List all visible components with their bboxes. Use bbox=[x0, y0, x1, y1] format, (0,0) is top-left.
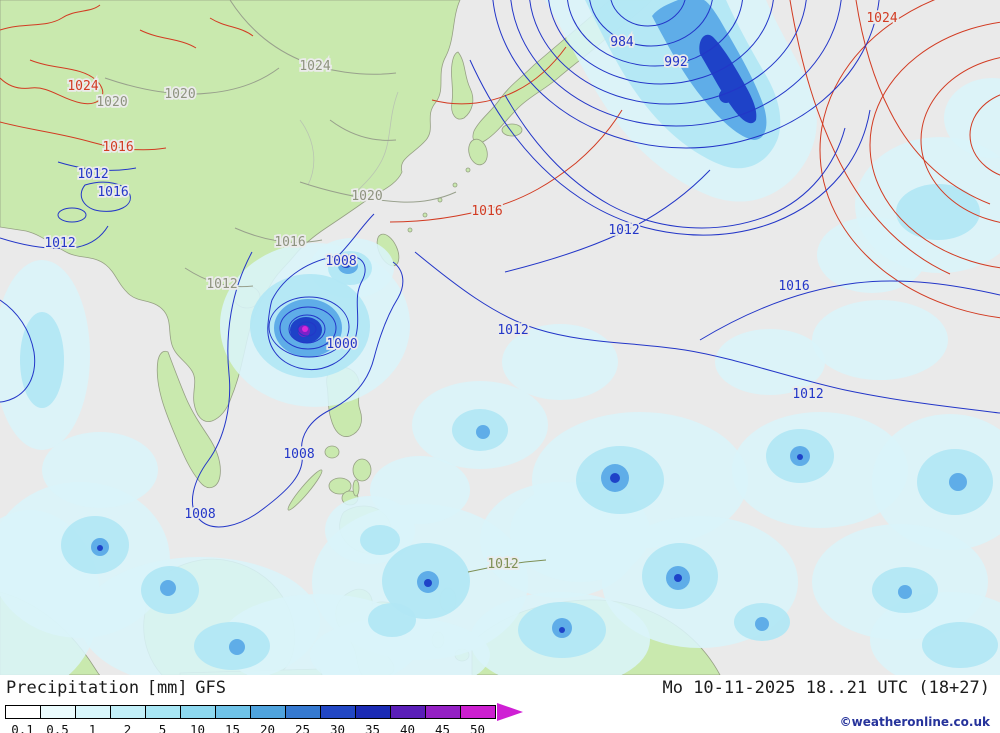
legend-segment bbox=[111, 706, 146, 718]
legend-tick-label: 45 bbox=[434, 722, 451, 733]
map-area: 1024 984 992 1024 1020 1024 1020 1016 1012 1016 10… bbox=[0, 0, 1000, 675]
legend-tick-label: 30 bbox=[329, 722, 346, 733]
isobar-label: 1016 bbox=[471, 204, 502, 219]
legend-segment bbox=[6, 706, 41, 718]
legend-segment bbox=[426, 706, 461, 718]
product-name: Precipitation bbox=[6, 678, 140, 698]
isobar-label: 1012 bbox=[44, 236, 75, 251]
isobar-contours-blue bbox=[0, 0, 1000, 528]
legend-segment bbox=[391, 706, 426, 718]
isobar-label: 1012 bbox=[206, 277, 237, 292]
isobar-label: 1008 bbox=[184, 507, 215, 522]
legend-tick-label: 1 bbox=[88, 722, 97, 733]
legend-tick-label: 15 bbox=[224, 722, 241, 733]
legend-segment bbox=[146, 706, 181, 718]
isobar-label: 1000 bbox=[326, 337, 357, 352]
precipitation-legend: 0.1 0.5 1 2 5 10 15 20 25 30 35 40 45 50 bbox=[5, 703, 523, 733]
isobar-label: 1012 bbox=[487, 557, 518, 572]
product-unit: [mm] bbox=[146, 678, 188, 698]
model-name: GFS bbox=[195, 678, 227, 698]
isobar-label: 1016 bbox=[274, 235, 305, 250]
isobar-label: 1008 bbox=[325, 254, 356, 269]
legend-segment bbox=[286, 706, 321, 718]
isobar-label: 1020 bbox=[164, 87, 195, 102]
legend-segment bbox=[321, 706, 356, 718]
legend-tick-labels: 0.1 0.5 1 2 5 10 15 20 25 30 35 40 45 50 bbox=[5, 722, 523, 733]
legend-tick-label: 0.5 bbox=[46, 722, 69, 733]
isobar-label: 984 bbox=[610, 35, 634, 50]
footer: Precipitation [mm] GFS Mo 10-11-2025 18..2… bbox=[0, 675, 1000, 733]
legend-bar-row bbox=[5, 703, 523, 721]
legend-tick-label: 40 bbox=[399, 722, 416, 733]
legend-tick-label: 10 bbox=[189, 722, 206, 733]
precip-heavy-layer bbox=[97, 34, 803, 633]
legend-tick-label: 5 bbox=[158, 722, 167, 733]
legend-segment bbox=[461, 706, 495, 718]
legend-segment bbox=[76, 706, 111, 718]
copyright: ©weatheronline.co.uk bbox=[839, 715, 990, 729]
isobar-label: 992 bbox=[664, 55, 687, 70]
legend-segment bbox=[181, 706, 216, 718]
legend-tick-label: 25 bbox=[294, 722, 311, 733]
product-title: Precipitation [mm] GFS bbox=[6, 678, 234, 698]
river-lines bbox=[299, 91, 399, 197]
isobar-label: 1024 bbox=[67, 79, 98, 94]
isobar-labels-layer: 1024984992102410201024102010161012101610… bbox=[43, 9, 900, 574]
isobar-contours-red bbox=[0, 0, 1000, 319]
isobar-label: 1024 bbox=[866, 11, 897, 26]
isobar-label: 1012 bbox=[792, 387, 823, 402]
isobar-label: 1012 bbox=[608, 223, 639, 238]
legend-tick-label: 20 bbox=[259, 722, 276, 733]
legend-tick-label: 35 bbox=[364, 722, 381, 733]
isobar-contours-olive bbox=[467, 559, 547, 573]
isobar-label: 1016 bbox=[102, 140, 133, 155]
forecast-datetime: Mo 10-11-2025 18..21 UTC (18+27) bbox=[662, 678, 990, 698]
isobar-label: 1012 bbox=[77, 167, 108, 182]
isobar-contours-gray bbox=[104, 0, 457, 288]
legend-segment bbox=[216, 706, 251, 718]
isobar-label: 1020 bbox=[351, 189, 382, 204]
legend-tick-label: 50 bbox=[469, 722, 486, 733]
isobar-label: 1008 bbox=[283, 447, 314, 462]
legend-segment bbox=[251, 706, 286, 718]
legend-tick-label: 0.1 bbox=[11, 722, 34, 733]
weather-map: 1024984992102410201024102010161012101610… bbox=[0, 0, 1000, 675]
legend-segment bbox=[356, 706, 391, 718]
isobar-label: 1012 bbox=[497, 323, 528, 338]
isobar-label: 1016 bbox=[778, 279, 809, 294]
isobar-label: 1020 bbox=[96, 95, 127, 110]
legend-color-bar bbox=[5, 705, 496, 719]
isobar-label: 1024 bbox=[299, 59, 330, 74]
isobar-label: 1016 bbox=[97, 185, 128, 200]
legend-arrow-icon bbox=[497, 703, 523, 721]
footer-text-row: Precipitation [mm] GFS Mo 10-11-2025 18..2… bbox=[0, 675, 1000, 698]
legend-tick-label: 2 bbox=[123, 722, 132, 733]
legend-segment bbox=[41, 706, 76, 718]
